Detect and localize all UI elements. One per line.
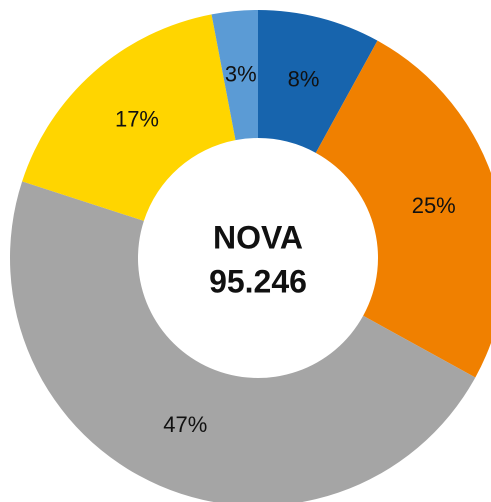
data-label: 25% bbox=[412, 193, 456, 218]
slice bbox=[10, 181, 476, 502]
slice bbox=[22, 14, 236, 221]
center-title: NOVA bbox=[213, 219, 303, 255]
data-label: 3% bbox=[225, 62, 257, 87]
slice bbox=[211, 10, 258, 141]
data-label: 8% bbox=[288, 67, 320, 92]
slice bbox=[258, 10, 378, 153]
data-label: 17% bbox=[115, 107, 159, 132]
slice bbox=[315, 40, 491, 378]
center-value: 95.246 bbox=[209, 263, 307, 299]
data-label: 47% bbox=[163, 412, 207, 437]
